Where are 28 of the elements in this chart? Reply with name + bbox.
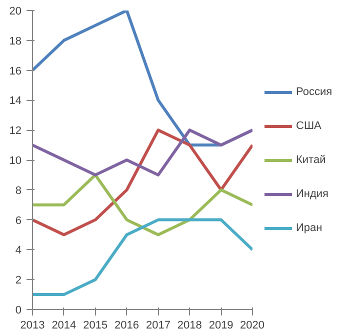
x-tick-label: 2019: [208, 320, 234, 332]
x-tick-label: 2017: [146, 320, 170, 332]
x-tick-label: 2014: [52, 320, 76, 332]
line-series: [32, 173, 252, 236]
y-tick-label: 8: [15, 184, 22, 197]
x-tick-label: 2020: [240, 320, 265, 332]
line-series: [32, 218, 252, 296]
y-tick-label: 0: [15, 304, 22, 316]
y-tick-label: 16: [9, 65, 22, 78]
line-series: [32, 128, 252, 236]
y-tick-label: 10: [9, 155, 22, 167]
y-tick-label: 14: [9, 95, 22, 108]
y-tick-label: 2: [15, 274, 22, 287]
y-tick-label: 4: [15, 244, 22, 257]
legend-label: Индия: [296, 188, 329, 200]
x-tick-label: 2018: [177, 320, 202, 332]
x-tick-label: 2013: [20, 320, 45, 332]
line-series: [32, 128, 252, 176]
y-tick-label: 20: [9, 6, 22, 18]
legend-label: Китай: [296, 154, 326, 166]
y-tick-label: 18: [9, 35, 22, 48]
y-tick-label: 12: [9, 125, 22, 138]
y-tick-label: 6: [15, 214, 22, 227]
x-tick-label: 2015: [83, 320, 108, 332]
legend-label: Иран: [296, 222, 322, 234]
legend-label: Россия: [296, 86, 332, 98]
legend-label: США: [296, 120, 322, 132]
x-tick-label: 2016: [114, 320, 140, 332]
